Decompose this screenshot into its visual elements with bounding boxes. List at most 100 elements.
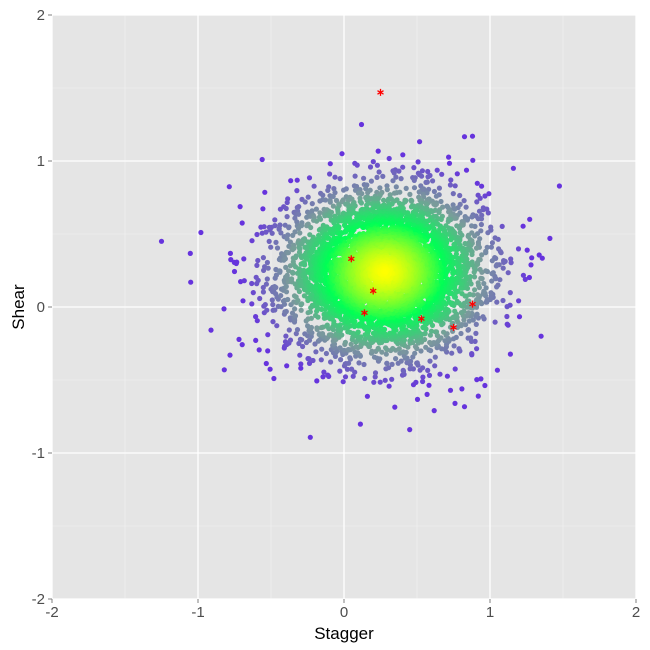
scatter-point <box>259 156 265 163</box>
scatter-point <box>339 332 345 338</box>
scatter-point <box>262 302 268 308</box>
scatter-point <box>354 162 360 168</box>
scatter-point <box>493 263 499 269</box>
scatter-point <box>264 307 270 313</box>
scatter-point <box>231 268 238 275</box>
scatter-point <box>452 183 458 189</box>
scatter-point <box>342 339 348 345</box>
scatter-point <box>357 421 363 427</box>
scatter-point <box>267 366 273 372</box>
scatter-point <box>447 182 453 188</box>
scatter-point <box>340 379 346 385</box>
scatter-point <box>432 202 438 208</box>
scatter-point <box>494 284 500 290</box>
scatter-point <box>355 329 361 335</box>
scatter-point <box>271 375 277 382</box>
scatter-point <box>359 191 365 197</box>
scatter-point <box>324 322 330 328</box>
scatter-point <box>488 290 494 296</box>
scatter-point <box>307 309 313 315</box>
scatter-point <box>305 194 311 200</box>
scatter-point <box>504 304 510 310</box>
scatter-point <box>469 214 475 220</box>
scatter-point <box>460 248 466 254</box>
scatter-point <box>308 315 314 321</box>
scatter-point <box>283 205 289 212</box>
scatter-point <box>322 197 329 203</box>
scatter-point <box>257 295 263 302</box>
scatter-point <box>494 367 500 373</box>
scatter-point <box>465 233 471 239</box>
scatter-point <box>260 206 266 212</box>
scatter-point <box>489 258 495 264</box>
scatter-point <box>344 242 350 249</box>
scatter-point <box>447 387 454 393</box>
scatter-point <box>285 250 291 256</box>
scatter-point <box>236 336 242 342</box>
scatter-point <box>325 187 331 193</box>
scatter-point <box>337 322 343 328</box>
scatter-point <box>187 250 193 256</box>
scatter-point <box>239 342 245 348</box>
scatter-point <box>408 204 415 210</box>
scatter-point <box>380 173 386 179</box>
scatter-point <box>295 297 301 304</box>
scatter-point <box>424 211 431 217</box>
scatter-point <box>313 349 319 355</box>
scatter-point <box>465 310 471 317</box>
scatter-point <box>403 185 409 191</box>
scatter-point <box>450 269 456 275</box>
scatter-point <box>292 229 298 235</box>
scatter-point <box>469 251 475 258</box>
scatter-point <box>377 379 383 385</box>
scatter-point <box>296 288 302 295</box>
scatter-point <box>384 187 390 193</box>
scatter-point <box>379 349 385 355</box>
scatter-point <box>234 259 240 265</box>
scatter-point <box>462 240 468 247</box>
scatter-point <box>284 236 290 242</box>
scatter-point <box>433 193 439 199</box>
scatter-point <box>349 366 355 372</box>
scatter-point <box>445 218 451 224</box>
scatter-point <box>255 257 261 264</box>
scatter-point <box>466 318 472 324</box>
scatter-point <box>374 189 380 195</box>
scatter-point <box>263 281 269 287</box>
scatter-point <box>507 290 513 296</box>
scatter-point <box>492 235 498 241</box>
scatter-point <box>458 330 464 337</box>
scatter-point <box>478 376 484 382</box>
scatter-point <box>418 348 424 354</box>
scatter-point <box>381 197 387 203</box>
scatter-point <box>382 377 388 383</box>
scatter-point <box>500 265 506 271</box>
scatter-point <box>237 204 243 210</box>
scatter-point <box>343 229 349 235</box>
scatter-point <box>254 231 260 238</box>
scatter-point <box>471 274 478 280</box>
scatter-point <box>505 270 511 276</box>
scatter-point <box>226 184 232 190</box>
scatter-point <box>461 198 467 204</box>
scatter-point <box>436 209 442 215</box>
scatter-point <box>255 277 261 283</box>
scatter-point <box>461 134 468 140</box>
scatter-point <box>400 349 406 355</box>
scatter-point <box>306 360 313 366</box>
scatter-point <box>363 186 369 192</box>
scatter-point <box>393 174 399 180</box>
scatter-point <box>461 404 468 410</box>
scatter-point <box>426 382 432 388</box>
scatter-point <box>380 326 387 332</box>
scatter-point <box>420 374 426 380</box>
scatter-point <box>272 307 278 313</box>
scatter-point <box>412 350 418 356</box>
scatter-point <box>332 174 338 180</box>
scatter-point <box>227 250 233 256</box>
scatter-point <box>323 350 329 357</box>
scatter-point <box>529 255 535 261</box>
scatter-point <box>411 165 417 171</box>
scatter-point <box>471 269 477 275</box>
scatter-point <box>501 259 507 265</box>
